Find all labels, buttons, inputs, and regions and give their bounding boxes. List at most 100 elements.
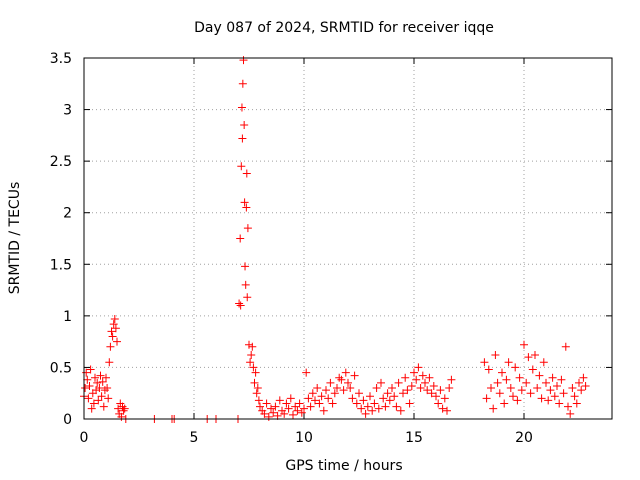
data-point [243, 293, 252, 302]
data-point [506, 384, 515, 393]
data-point [559, 389, 568, 398]
x-tick-label: 15 [405, 430, 423, 446]
data-point [83, 375, 92, 384]
data-point [440, 394, 449, 403]
data-point [436, 386, 445, 395]
data-point [357, 404, 366, 413]
data-point [337, 375, 346, 384]
x-tick-label: 5 [190, 430, 199, 446]
data-point [484, 365, 493, 374]
data-point [240, 198, 249, 207]
data-point [561, 342, 570, 351]
data-point [425, 373, 434, 382]
data-point [302, 368, 311, 377]
data-point [341, 368, 350, 377]
data-point [493, 378, 502, 387]
data-point [241, 280, 250, 289]
data-point [346, 384, 355, 393]
plot-area-border [83, 57, 613, 420]
data-point [103, 384, 112, 393]
data-point [581, 381, 590, 390]
data-point [120, 404, 129, 413]
data-point [247, 351, 256, 360]
data-point [254, 396, 263, 405]
data-point [443, 406, 451, 415]
data-point [289, 410, 297, 419]
data-point [262, 399, 271, 408]
data-point [498, 368, 506, 377]
x-tick-label: 10 [295, 430, 313, 446]
data-point [91, 373, 99, 382]
data-point [403, 386, 412, 395]
data-point [388, 384, 396, 393]
data-point [282, 399, 291, 408]
data-point [99, 402, 108, 411]
data-point [480, 358, 489, 367]
data-point [564, 402, 572, 411]
data-point [311, 396, 319, 405]
data-point [528, 365, 537, 374]
data-point [95, 384, 104, 393]
data-point [291, 402, 300, 411]
data-point [504, 358, 513, 367]
data-point [286, 394, 295, 403]
data-point [566, 409, 575, 418]
data-point [363, 402, 372, 411]
data-point [267, 404, 275, 413]
data-point [348, 394, 357, 403]
x-tick-labels: 0 5 10 15 20 [80, 430, 533, 446]
data-point [330, 389, 339, 398]
data-point [322, 386, 330, 395]
data-point [522, 378, 531, 387]
data-point [326, 378, 335, 387]
data-point [421, 378, 429, 387]
data-point [297, 408, 306, 417]
data-point [315, 399, 324, 408]
data-point [104, 394, 113, 403]
data-point [84, 394, 93, 403]
data-point [579, 373, 588, 382]
data-point [94, 396, 103, 405]
data-point [251, 368, 260, 377]
data-point [575, 378, 583, 387]
y-tick-label: 2 [63, 206, 72, 222]
data-point [239, 56, 248, 65]
data-point [295, 399, 304, 408]
data-point [106, 342, 115, 351]
data-point [93, 378, 102, 387]
data-point [539, 358, 548, 367]
data-point [235, 299, 244, 308]
data-point [328, 399, 337, 408]
data-point [377, 378, 385, 387]
data-point [102, 373, 110, 382]
data-point [107, 327, 116, 336]
data-point [412, 375, 421, 384]
data-point [401, 373, 410, 382]
data-point [249, 363, 258, 372]
data-point [429, 381, 438, 390]
data-point [577, 386, 586, 395]
data-point [237, 162, 246, 171]
data-point [236, 301, 245, 310]
data-point [482, 394, 491, 403]
data-point [572, 399, 581, 408]
data-point [423, 386, 432, 395]
data-point [410, 368, 418, 377]
data-point [306, 402, 315, 411]
data-point [275, 396, 284, 405]
y-tick-labels: 0 0.5 1 1.5 2 2.5 3 3.5 [50, 51, 72, 428]
data-point [271, 402, 280, 411]
data-point [240, 121, 249, 130]
data-point [407, 381, 416, 390]
data-point [557, 375, 566, 384]
data-point [284, 404, 293, 413]
data-point [359, 396, 368, 405]
data-point [256, 402, 264, 411]
data-point [117, 412, 126, 421]
data-point [427, 389, 436, 398]
axis-ticks [83, 57, 612, 420]
data-point [269, 408, 278, 417]
data-point [242, 203, 251, 212]
y-tick-label: 1.5 [50, 257, 72, 273]
chart-title: Day 087 of 2024, SRMTID for receiver iqq… [194, 20, 494, 36]
